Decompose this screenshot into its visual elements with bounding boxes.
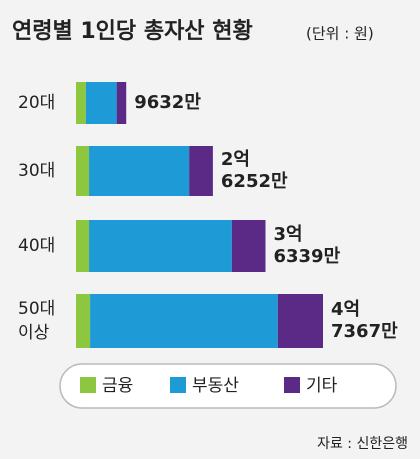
chart-title: 연령별 1인당 총자산 현황	[12, 19, 253, 44]
legend-swatch	[284, 377, 300, 393]
category-label: 50대 이상	[18, 299, 55, 343]
bar-segment	[231, 220, 266, 272]
total-label: 2억 6252만	[221, 149, 288, 192]
bar-segment	[76, 294, 91, 348]
category-label: 40대	[18, 236, 55, 256]
bar-segment	[76, 82, 86, 124]
legend-label: 금융	[102, 376, 133, 396]
category-label: 20대	[18, 93, 55, 113]
legend-label: 부동산	[192, 376, 239, 396]
bar-segment	[90, 294, 278, 348]
bar-segment	[89, 146, 190, 196]
bar-segment	[116, 82, 127, 124]
bar-segment	[85, 82, 117, 124]
source: 자료 : 신한은행	[317, 436, 408, 452]
bar-segment	[89, 220, 232, 272]
legend-label: 기타	[306, 376, 338, 396]
legend-box	[59, 363, 397, 409]
total-label: 9632만	[134, 92, 201, 113]
bar-segment	[76, 220, 90, 272]
category-label: 30대	[18, 161, 55, 181]
total-label: 4억 7367만	[331, 299, 398, 342]
total-label: 3억 6339만	[273, 224, 340, 267]
bar-segment	[277, 294, 323, 348]
legend-swatch	[80, 377, 96, 393]
bar-segment	[189, 146, 213, 196]
legend-swatch	[170, 377, 186, 393]
chart-subtitle: (단위 : 원)	[306, 25, 374, 43]
bar-segment	[76, 146, 90, 196]
